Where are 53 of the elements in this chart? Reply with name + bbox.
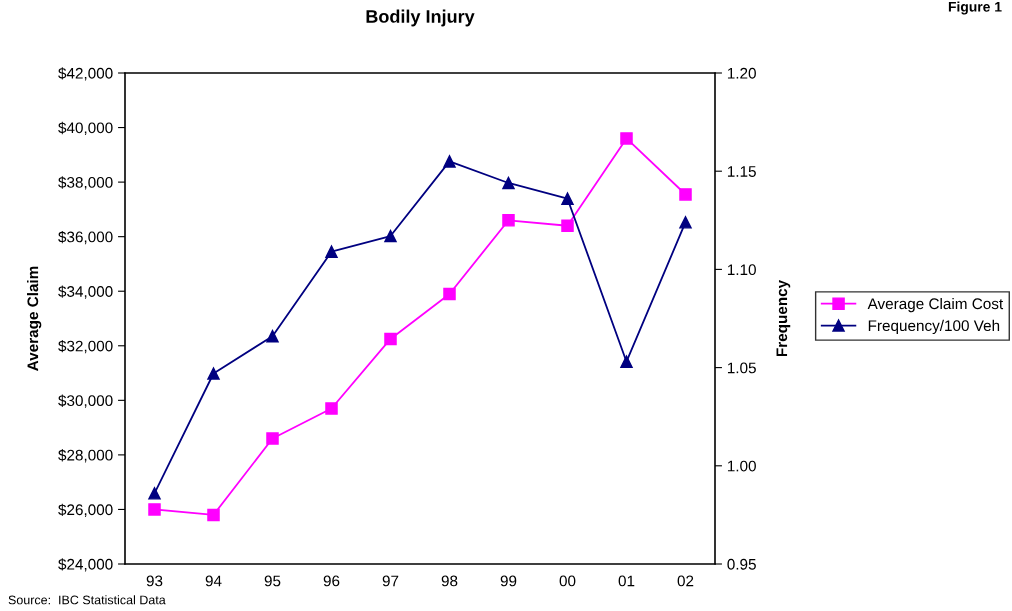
x-tick-label: 94 xyxy=(205,575,222,587)
y-tick-label: $28,000 xyxy=(58,449,113,463)
point xyxy=(207,367,220,380)
point xyxy=(502,176,515,190)
point xyxy=(384,332,397,346)
point xyxy=(266,432,279,445)
x-tick-label: 01 xyxy=(618,575,635,587)
source-note: Source: IBC Statistical Data xyxy=(8,595,166,605)
y-tick-label: $38,000 xyxy=(58,176,113,190)
y-tick-label: $26,000 xyxy=(58,503,113,517)
point xyxy=(325,402,338,415)
x-tick-label: 95 xyxy=(264,575,281,587)
x-tick-label: 02 xyxy=(677,575,694,587)
y-axis-title: Average Claim xyxy=(27,266,42,371)
point xyxy=(502,214,515,227)
point xyxy=(325,245,338,258)
chart-title: Bodily Injury xyxy=(366,9,475,27)
point xyxy=(561,192,574,205)
legend-label: Average Claim Cost xyxy=(867,297,1004,313)
point xyxy=(148,487,161,500)
y-tick-label: $42,000 xyxy=(58,67,113,81)
y2-tick-label: 1.15 xyxy=(727,166,756,177)
point xyxy=(443,155,456,168)
y2-axis-title: Frequency xyxy=(776,279,791,357)
x-tick-label: 93 xyxy=(146,575,163,587)
point xyxy=(679,216,692,229)
y-tick-label: $32,000 xyxy=(58,340,113,354)
x-tick-label: 98 xyxy=(441,575,458,587)
y2-tick-label: 1.20 xyxy=(727,67,756,79)
point xyxy=(443,287,456,301)
point xyxy=(148,503,161,516)
legend-label: Frequency/100 Veh xyxy=(868,319,1000,335)
x-tick-label: 97 xyxy=(382,575,399,587)
point xyxy=(561,219,574,233)
point xyxy=(266,329,279,343)
y2-tick-label: 1.00 xyxy=(727,460,756,472)
y-tick-label: $30,000 xyxy=(58,394,113,408)
point xyxy=(207,508,220,522)
y2-tick-label: 1.10 xyxy=(727,264,756,276)
y2-tick-label: 1.05 xyxy=(727,362,756,374)
x-tick-label: 96 xyxy=(323,575,340,587)
y-tick-label: $24,000 xyxy=(58,558,113,572)
x-tick-label: 00 xyxy=(559,575,576,587)
text: Figure 1 xyxy=(948,1,1002,15)
y2-tick-label: 0.95 xyxy=(727,558,756,570)
point xyxy=(384,229,397,243)
y-tick-label: $34,000 xyxy=(58,285,113,299)
y-tick-label: $36,000 xyxy=(58,230,113,245)
point xyxy=(620,355,633,368)
point xyxy=(620,132,633,145)
x-tick-label: 99 xyxy=(500,575,517,587)
point xyxy=(679,188,692,201)
y-tick-label: $40,000 xyxy=(58,121,113,136)
